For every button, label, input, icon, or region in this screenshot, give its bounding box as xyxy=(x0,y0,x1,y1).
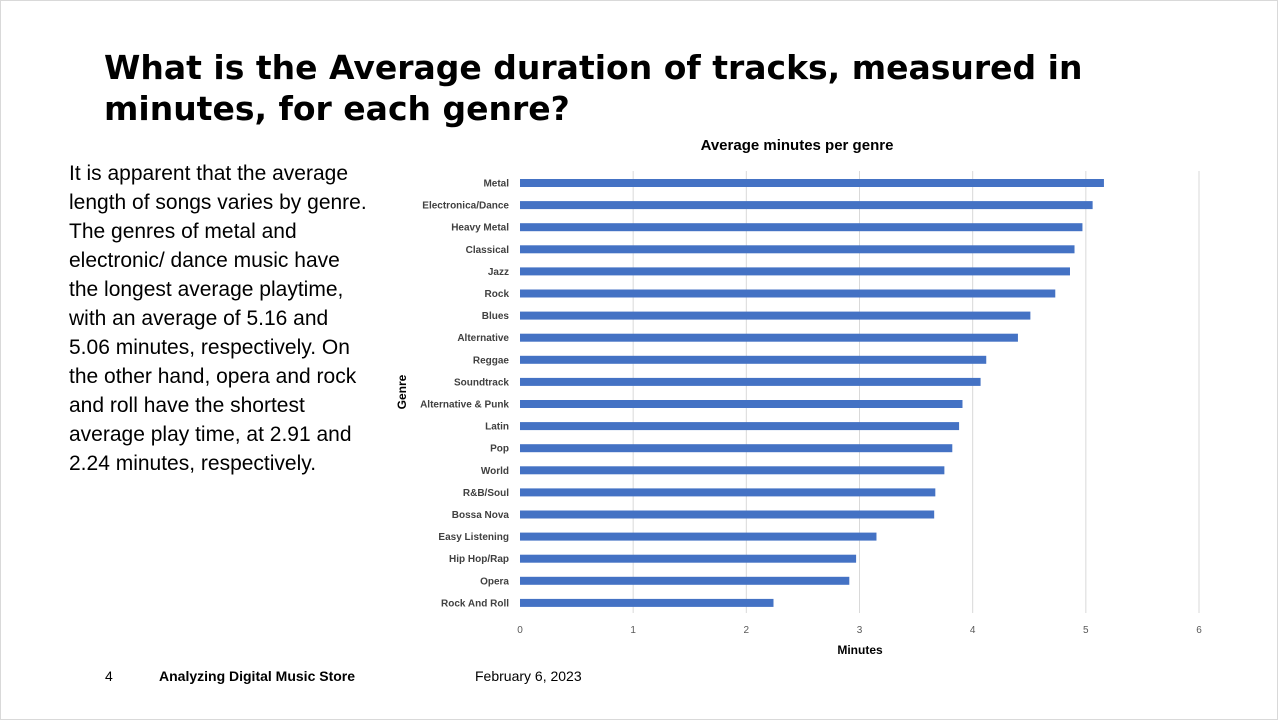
bar xyxy=(520,355,987,364)
bar xyxy=(520,179,1104,187)
x-tick-label: 2 xyxy=(744,625,750,636)
bar xyxy=(520,598,774,607)
category-label: Blues xyxy=(482,311,510,322)
category-label: Classical xyxy=(466,245,510,256)
bar xyxy=(520,444,953,453)
slide-body-text: It is apparent that the average length o… xyxy=(69,162,367,475)
x-tick-label: 4 xyxy=(970,625,976,636)
chart-bars xyxy=(520,179,1104,607)
category-label: Bossa Nova xyxy=(452,510,510,521)
x-tick-label: 3 xyxy=(857,625,863,636)
category-label: Electronica/Dance xyxy=(422,201,509,212)
category-label: Latin xyxy=(485,422,509,433)
chart-title: Average minutes per genre xyxy=(701,137,894,154)
bar xyxy=(520,554,857,563)
category-label: R&B/Soul xyxy=(463,488,509,499)
x-tick-label: 6 xyxy=(1196,625,1202,636)
chart-gridlines xyxy=(632,171,1200,613)
category-label: Reggae xyxy=(473,355,510,366)
category-label: World xyxy=(481,466,509,477)
bar xyxy=(520,488,936,497)
category-label: Easy Listening xyxy=(438,532,509,543)
x-tick-label: 0 xyxy=(517,625,523,636)
category-label: Opera xyxy=(480,576,509,587)
x-axis-label: Minutes xyxy=(837,643,883,657)
bar xyxy=(520,289,1056,298)
bar xyxy=(520,532,877,541)
bar xyxy=(520,510,935,519)
bar xyxy=(520,377,981,386)
bar xyxy=(520,333,1018,342)
category-label: Pop xyxy=(490,444,509,455)
footer-date: February 6, 2023 xyxy=(475,668,582,684)
footer-page-number: 4 xyxy=(105,668,113,684)
chart-category-labels: Metal Electronica/Dance Heavy Metal Classic… xyxy=(420,179,509,610)
category-label: Soundtrack xyxy=(454,377,509,388)
chart-x-tick-labels: 0 1 2 3 4 5 6 xyxy=(517,625,1202,636)
slide-title: What is the Average duration of tracks, … xyxy=(104,48,1083,128)
category-label: Rock And Roll xyxy=(441,598,509,609)
category-label: Alternative & Punk xyxy=(420,400,509,411)
x-tick-label: 5 xyxy=(1083,625,1089,636)
category-label: Jazz xyxy=(488,267,509,278)
bar xyxy=(520,576,850,585)
category-label: Heavy Metal xyxy=(451,223,509,234)
bar xyxy=(520,223,1083,232)
bar xyxy=(520,422,960,431)
bar xyxy=(520,400,963,408)
bar xyxy=(520,311,1031,320)
bar xyxy=(520,267,1070,276)
category-label: Hip Hop/Rap xyxy=(449,554,509,565)
x-tick-label: 1 xyxy=(630,625,636,636)
bar xyxy=(520,466,945,475)
bar xyxy=(520,245,1075,254)
category-label: Rock xyxy=(485,289,510,300)
bar xyxy=(520,201,1093,210)
category-label: Alternative xyxy=(457,333,509,344)
category-label: Metal xyxy=(483,179,509,190)
y-axis-label: Genre xyxy=(395,374,409,409)
footer-presentation-title: Analyzing Digital Music Store xyxy=(159,668,356,684)
bar-chart: Average minutes per genre Metal Electroni… xyxy=(395,137,1202,657)
